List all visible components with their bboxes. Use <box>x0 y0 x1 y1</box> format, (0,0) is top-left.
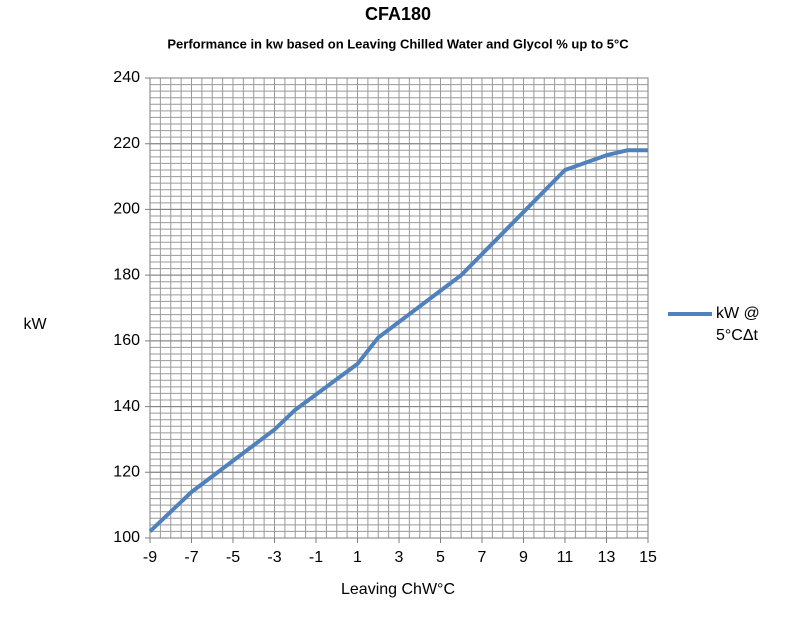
x-tick-label: -5 <box>226 549 240 566</box>
legend-label: kW @ 5°CΔt <box>716 305 760 344</box>
x-tick-label: -3 <box>267 549 281 566</box>
y-tick-label: 100 <box>113 529 140 546</box>
plot-border <box>149 77 649 539</box>
y-axis-label: kW <box>23 316 47 333</box>
x-axis-label: Leaving ChW°C <box>341 581 455 598</box>
x-tick-label: 5 <box>436 549 445 566</box>
x-tick-label: 7 <box>478 549 487 566</box>
y-tick-label: 120 <box>113 464 140 481</box>
chart-title: CFA180 <box>365 4 431 24</box>
chart-subtitle: Performance in kw based on Leaving Chill… <box>167 36 629 51</box>
x-tick-label: 15 <box>639 549 657 566</box>
x-tick-label: 1 <box>353 549 362 566</box>
y-tick-label: 180 <box>113 266 140 283</box>
y-tick-label: 160 <box>113 332 140 349</box>
x-tick-label: -7 <box>184 549 198 566</box>
data-line <box>148 148 648 533</box>
y-tick-label: 220 <box>113 135 140 152</box>
x-tick-label: 11 <box>557 549 574 566</box>
y-tick-label: 240 <box>113 69 140 86</box>
x-tick-label: -9 <box>143 549 157 566</box>
y-tick-label: 200 <box>113 201 140 218</box>
y-tick-label: 140 <box>113 398 140 415</box>
x-tick-label: 9 <box>519 549 528 566</box>
x-tick-label: 13 <box>598 549 616 566</box>
x-tick-label: -1 <box>309 549 323 566</box>
x-tick-label: 3 <box>395 549 404 566</box>
